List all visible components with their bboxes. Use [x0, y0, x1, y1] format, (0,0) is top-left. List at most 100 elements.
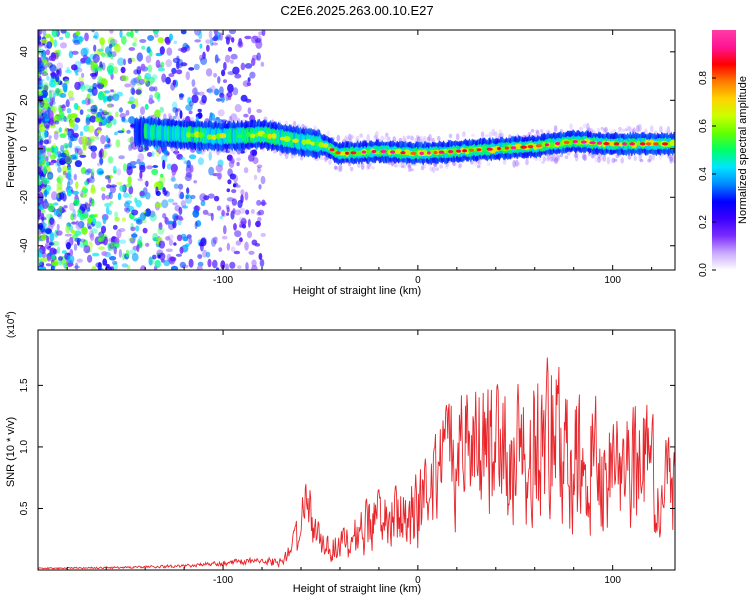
spectrogram-cell [176, 153, 183, 160]
spectrogram-cell [231, 198, 238, 206]
spectrogram-cell [75, 181, 79, 189]
spectrogram-cell [223, 61, 227, 71]
spectrogram-cell [144, 103, 149, 110]
spectrogram-cell [218, 247, 223, 253]
spectrogram-cell [62, 169, 67, 178]
spectrogram-cell [419, 151, 424, 155]
spectrogram-cell [47, 255, 52, 262]
spectrogram-cell [192, 209, 200, 218]
spectrogram-cell [90, 187, 97, 195]
spectrogram-cell [572, 140, 578, 144]
spectrogram-cell [66, 181, 71, 190]
spectrogram-cell [604, 126, 608, 133]
spectrogram-cell [106, 65, 114, 74]
spectrogram-cell [43, 84, 49, 92]
spectrogram-cell [627, 153, 632, 160]
spectrogram-cell [157, 93, 161, 102]
spectrogram-cell [101, 193, 106, 201]
spectrogram-cell [542, 156, 547, 162]
spectrogram-cell [58, 127, 62, 133]
spectrogram-cell [186, 132, 191, 138]
spectrogram-cell [148, 86, 155, 92]
spectrogram-cell [195, 220, 202, 227]
spectrogram-cell [103, 109, 108, 115]
spectrogram-cell [44, 129, 48, 139]
spectrogram-cell [152, 165, 159, 168]
spectrogram-cell [127, 176, 132, 185]
spectrogram-cell [473, 161, 478, 167]
spectrogram-cell [48, 135, 52, 139]
spectrogram-cell [67, 254, 75, 264]
spectrogram-cell [103, 95, 109, 102]
spectrogram-cell [75, 31, 81, 36]
spectrogram-cell [171, 174, 175, 182]
spectrogram-cell [552, 154, 556, 162]
spectrogram-cell [197, 108, 202, 113]
spectrogram-cell [251, 209, 255, 214]
spectrogram-cell [559, 154, 563, 158]
spectrogram-cell [123, 163, 127, 172]
colorbar-gradient [712, 30, 736, 270]
spectrogram-cell [219, 32, 223, 41]
spectrogram-cell [105, 46, 112, 55]
spectrogram-cell [104, 202, 112, 208]
spectrogram-cell [171, 101, 178, 110]
spectrogram-cell [225, 93, 229, 102]
spectrogram-cell [243, 167, 249, 174]
spectrogram-cell [109, 255, 117, 261]
spectrogram-cell [108, 237, 115, 243]
spectrogram-cell [146, 165, 153, 170]
spectrogram-cell [41, 208, 46, 213]
spectrogram-cell [89, 233, 95, 241]
spectrogram-cell [59, 93, 67, 98]
spectrogram-cell [173, 215, 179, 222]
spectrogram-cell [117, 57, 125, 66]
spectrogram-cell [62, 171, 67, 176]
spectrogram-cell [236, 157, 241, 162]
spectrogram-cell [68, 140, 73, 149]
spectrogram-cell [322, 143, 329, 148]
spectrogram-cell [208, 166, 215, 176]
spectrogram-cell [227, 46, 233, 52]
spectrogram-cell [541, 160, 545, 164]
spectrogram-cell [191, 94, 199, 104]
spectrogram-cell [62, 165, 68, 173]
spectrogram-cell [650, 125, 654, 133]
spectrogram-cell [219, 215, 223, 220]
spectrogram-cell [128, 237, 134, 242]
spectrogram-cell [176, 234, 183, 242]
spectrogram-cell [213, 195, 220, 202]
spectrogram-cell [47, 203, 55, 212]
spectrogram-cell [162, 159, 166, 170]
spectrogram-cell [109, 53, 114, 60]
spectrogram-cell [224, 54, 231, 63]
spectrogram-cell [169, 33, 173, 41]
spectrogram-cell [120, 66, 126, 74]
spectrogram-cell [380, 135, 384, 142]
spectrogram-cell [380, 149, 387, 154]
spectrogram-cell [240, 189, 245, 196]
spectrogram-cell [344, 135, 348, 143]
spectrogram-cell [48, 89, 55, 93]
spectrogram-cell [191, 79, 196, 87]
spectrogram-cell [212, 259, 218, 269]
spectrogram-cell [597, 141, 602, 145]
spectrogram-cell [226, 242, 231, 251]
spectrogram-cell [172, 57, 181, 64]
spectrogram-cell [74, 81, 81, 91]
spectrogram-cell [232, 87, 239, 96]
spectrogram-cell [64, 117, 68, 122]
spectrogram-cell [121, 217, 126, 222]
spectrogram-cell [210, 85, 216, 94]
spectrogram-cell [219, 133, 227, 139]
spectrogram-cell [74, 147, 79, 154]
spectrogram-cell [175, 253, 182, 257]
spectrogram-cell [628, 126, 632, 133]
spectrogram-cell [79, 203, 87, 212]
spectrogram-cell [144, 72, 152, 80]
spectrogram-cell [148, 256, 153, 266]
spectrogram-cell [60, 104, 66, 109]
spectrogram-cell [502, 159, 507, 165]
spectrogram-cell [345, 151, 349, 155]
spectrogram-cell [638, 153, 643, 162]
